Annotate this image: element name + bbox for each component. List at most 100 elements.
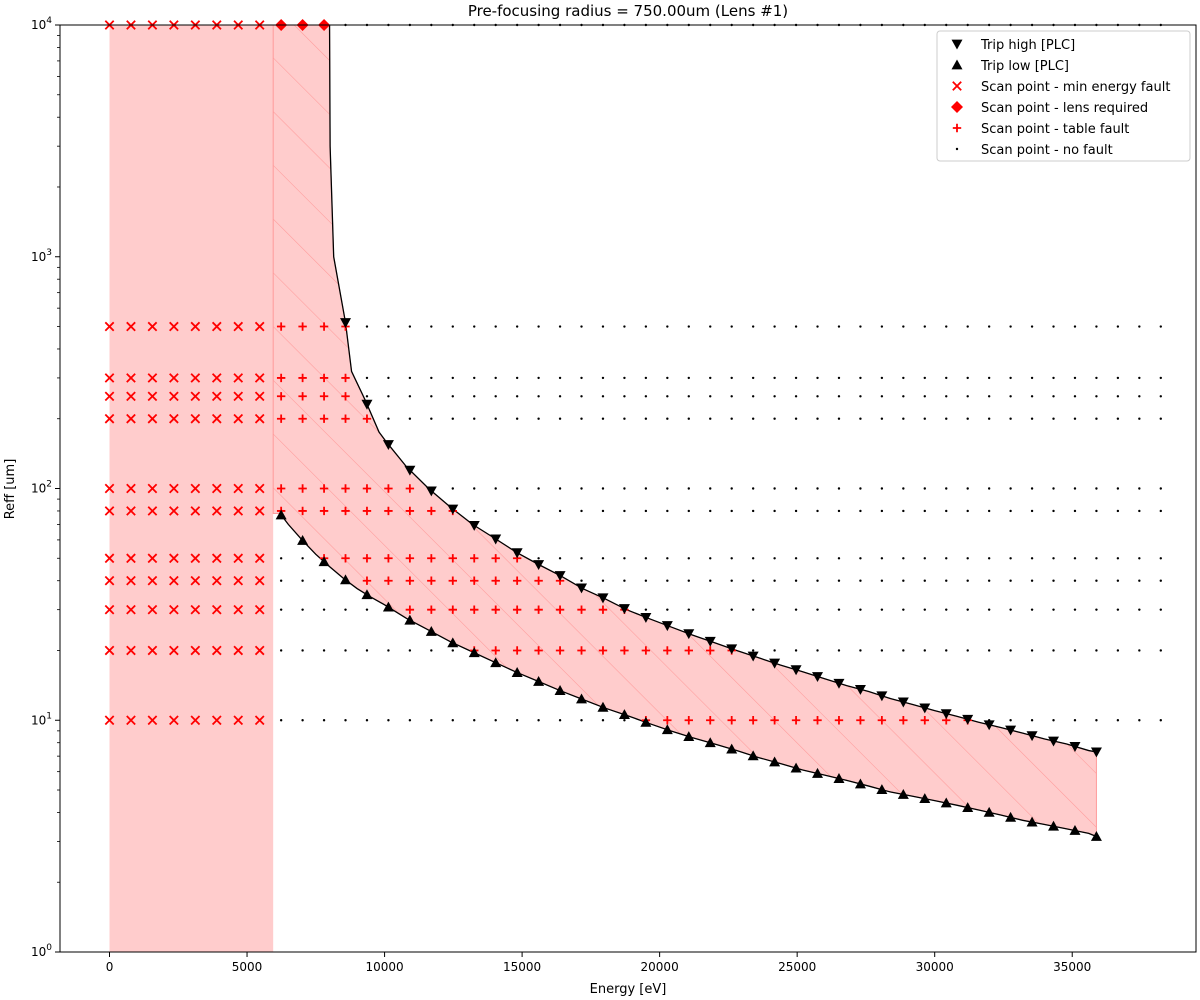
- scan-point-no-fault: [1159, 509, 1162, 513]
- trip-high-marker: [1048, 736, 1060, 747]
- legend-label: Scan point - no fault: [981, 143, 1113, 158]
- legend-label: Scan point - table fault: [981, 122, 1129, 137]
- scan-point-no-fault: [1116, 325, 1120, 328]
- scan-point-table-fault: [384, 484, 393, 493]
- scan-point-min-energy-fault: [190, 321, 201, 332]
- scan-point-no-fault: [430, 719, 433, 722]
- scan-point-no-fault: [451, 395, 454, 398]
- scan-point-table-fault: [834, 716, 844, 725]
- scan-point-table-fault: [877, 716, 887, 725]
- scan-point-no-fault: [1009, 395, 1012, 398]
- scan-point-no-fault: [601, 395, 605, 398]
- scan-point-no-fault: [687, 509, 690, 513]
- scan-point-no-fault: [365, 608, 369, 611]
- scan-point-no-fault: [1052, 376, 1055, 380]
- scan-point-table-fault: [319, 506, 329, 516]
- scan-point-no-fault: [1030, 579, 1034, 582]
- scan-point-no-fault: [580, 395, 583, 398]
- scan-point-min-energy-fault: [169, 575, 179, 586]
- scan-point-no-fault: [1030, 719, 1034, 722]
- scan-point-min-energy-fault: [147, 413, 158, 424]
- scan-point-no-fault: [601, 376, 605, 380]
- scan-point-no-fault: [1052, 719, 1055, 722]
- scan-point-no-fault: [751, 487, 755, 490]
- scan-point-no-fault: [387, 719, 390, 722]
- trip-high-marker: [382, 440, 394, 450]
- trip-low-marker: [554, 685, 566, 695]
- trip-low-marker: [769, 756, 781, 767]
- scan-point-no-fault: [623, 325, 626, 328]
- scan-point-no-fault: [408, 376, 412, 380]
- scan-point-min-energy-fault: [104, 373, 115, 383]
- scan-point-no-fault: [623, 417, 626, 420]
- scan-point-no-fault: [644, 487, 648, 490]
- scan-point-no-fault: [966, 579, 969, 582]
- scan-point-table-fault: [341, 506, 350, 516]
- scan-point-table-fault: [319, 484, 329, 493]
- scan-point-no-fault: [730, 325, 733, 328]
- scan-point-no-fault: [816, 608, 819, 611]
- x-tick-label: 35000: [1053, 960, 1091, 974]
- scan-point-no-fault: [322, 719, 326, 722]
- scan-point-no-fault: [537, 417, 540, 420]
- scan-point-no-fault: [580, 325, 583, 328]
- trip-high-marker: [769, 658, 781, 669]
- scan-point-min-energy-fault: [147, 483, 158, 494]
- trip-high-marker: [983, 720, 995, 731]
- scan-point-no-fault: [837, 417, 841, 420]
- y-tick-label: 100: [31, 943, 52, 959]
- scan-point-no-fault: [580, 417, 583, 420]
- scan-point-min-energy-fault: [169, 553, 179, 564]
- scan-point-table-fault: [362, 576, 372, 585]
- scan-point-no-fault: [880, 608, 884, 611]
- scan-point-table-fault: [491, 554, 500, 563]
- scan-point-no-fault: [1095, 417, 1098, 420]
- scan-point-no-fault: [322, 608, 326, 611]
- scan-point-no-fault: [494, 509, 497, 513]
- trip-low-marker: [833, 773, 845, 783]
- trip-low-marker: [897, 788, 909, 799]
- scan-point-no-fault: [880, 417, 884, 420]
- scan-point-no-fault: [987, 579, 991, 582]
- scan-point-no-fault: [709, 557, 712, 560]
- scan-point-min-energy-fault: [126, 321, 136, 332]
- legend-marker-tri-up: [951, 59, 963, 70]
- scan-point-no-fault: [859, 608, 862, 611]
- scan-point-min-energy-fault: [190, 483, 201, 494]
- scan-point-no-fault: [816, 557, 819, 560]
- scan-point-no-fault: [430, 649, 433, 652]
- scan-point-table-fault: [405, 576, 415, 585]
- scan-point-table-fault: [405, 554, 415, 563]
- scan-point-no-fault: [601, 557, 605, 560]
- scan-point-no-fault: [666, 325, 669, 328]
- scan-point-no-fault: [515, 719, 519, 722]
- scan-point-min-energy-fault: [254, 391, 265, 402]
- trip-high-marker: [425, 486, 437, 497]
- scan-point-no-fault: [1073, 487, 1077, 490]
- scan-point-min-energy-fault: [126, 575, 136, 586]
- scan-point-table-fault: [813, 716, 822, 725]
- scan-point-no-fault: [709, 579, 712, 582]
- scan-point-no-fault: [945, 608, 948, 611]
- scan-point-no-fault: [1116, 649, 1120, 652]
- scan-point-no-fault: [1009, 608, 1012, 611]
- scan-point-no-fault: [880, 509, 884, 513]
- scan-point-no-fault: [387, 649, 390, 652]
- scan-point-no-fault: [666, 376, 669, 380]
- scan-point-min-energy-fault: [147, 553, 158, 564]
- scan-point-no-fault: [494, 376, 497, 380]
- y-tick-label: 103: [31, 248, 52, 264]
- scan-point-no-fault: [730, 376, 733, 380]
- trip-high-marker: [747, 651, 759, 662]
- scan-point-no-fault: [408, 649, 412, 652]
- scan-point-table-fault: [341, 373, 350, 383]
- trip-high-marker: [640, 612, 652, 623]
- scan-point-no-fault: [430, 395, 433, 398]
- x-tick-label: 30000: [916, 960, 954, 974]
- scan-point-no-fault: [623, 579, 626, 582]
- scan-point-no-fault: [987, 509, 991, 513]
- scan-point-min-energy-fault: [104, 506, 115, 516]
- scan-point-min-energy-fault: [190, 506, 201, 516]
- scan-point-table-fault: [470, 576, 479, 585]
- scan-point-no-fault: [1009, 579, 1012, 582]
